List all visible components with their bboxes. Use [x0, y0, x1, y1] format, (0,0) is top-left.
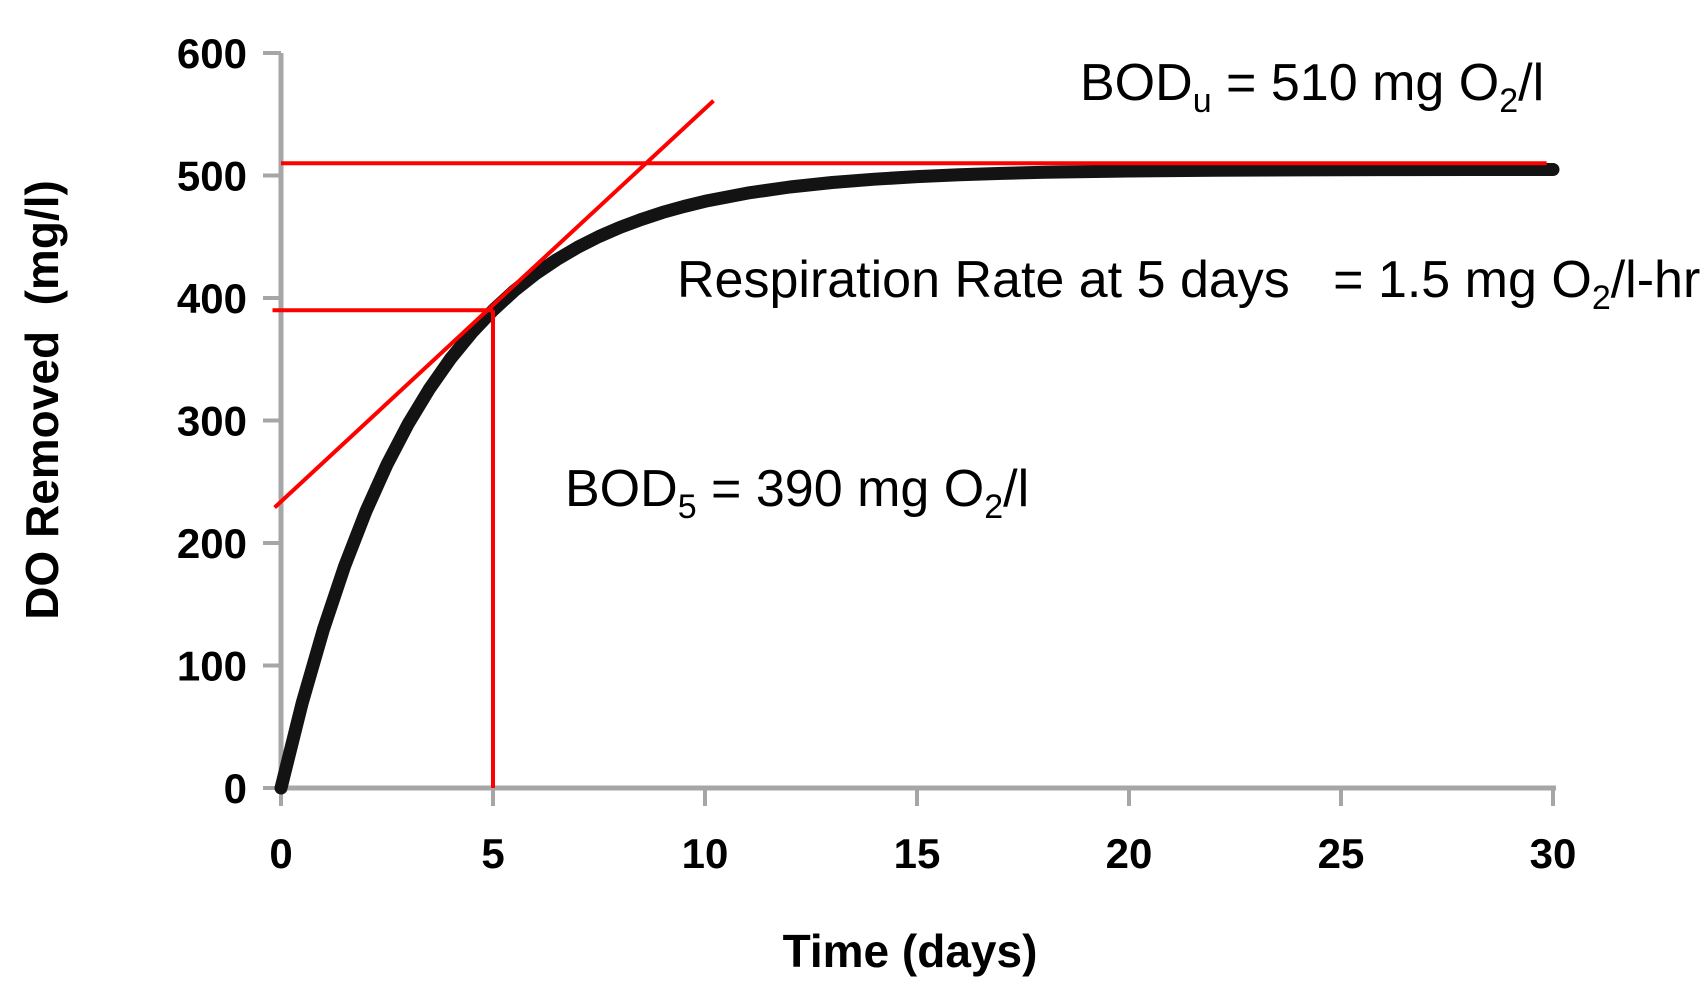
x-tick-label: 25 [1318, 830, 1365, 877]
y-tick-label: 500 [177, 153, 247, 200]
x-tick-label: 30 [1530, 830, 1577, 877]
annotation-line-layer [272, 99, 1547, 788]
bod5-label: BOD5 = 390 mg O2/l [565, 460, 1029, 526]
bod-curve [274, 163, 1560, 795]
y-tick-label: 200 [177, 520, 247, 567]
x-tick-label: 5 [481, 830, 504, 877]
x-tick-label: 15 [894, 830, 941, 877]
tangent-at-5-days-line [273, 99, 715, 509]
y-axis-title: DO Removed (mg/l) [16, 180, 68, 620]
respiration-rate-label: Respiration Rate at 5 days = 1.5 mg O2/l… [677, 251, 1700, 317]
y-tick-label: 100 [177, 643, 247, 690]
y-tick-label: 400 [177, 275, 247, 322]
x-tick-label: 0 [269, 830, 292, 877]
y-tick-label: 0 [224, 765, 247, 812]
x-tick-label: 20 [1106, 830, 1153, 877]
series-layer [274, 163, 1560, 795]
y-tick-label: 300 [177, 398, 247, 445]
bod-u-label: BODu = 510 mg O2/l [1080, 54, 1544, 120]
annotation-text-layer: BODu = 510 mg O2/l Respiration Rate at 5 … [565, 54, 1700, 526]
x-axis-title: Time (days) [783, 925, 1038, 977]
y-tick-label: 600 [177, 30, 247, 77]
x-tick-label: 10 [682, 830, 729, 877]
